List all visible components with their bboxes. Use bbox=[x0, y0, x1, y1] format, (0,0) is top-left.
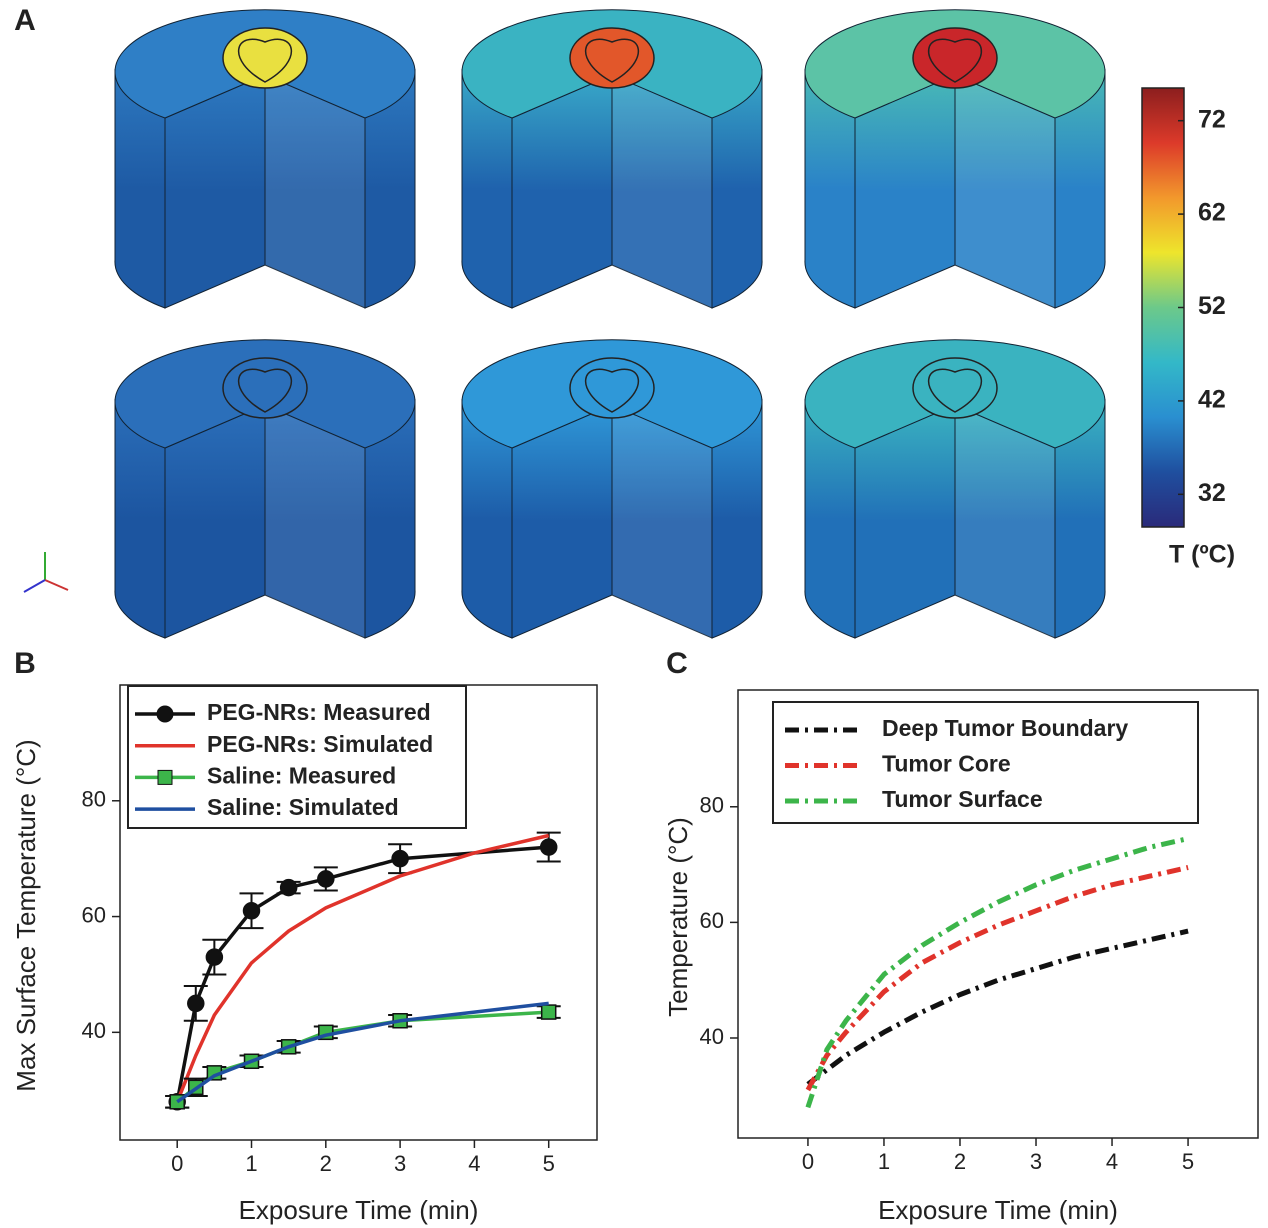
y-tick-label: 60 bbox=[82, 902, 106, 927]
series-line bbox=[806, 928, 1189, 1087]
panel-label: C bbox=[666, 647, 688, 680]
marker bbox=[279, 878, 298, 897]
marker bbox=[539, 838, 558, 856]
marker bbox=[242, 902, 261, 920]
legend-label: PEG-NRs: Measured bbox=[207, 699, 431, 725]
x-tick-label: 1 bbox=[878, 1149, 890, 1174]
tumor-outline bbox=[237, 368, 293, 413]
x-tick-label: 2 bbox=[954, 1149, 966, 1174]
cylinder bbox=[804, 339, 1106, 639]
x-tick-label: 4 bbox=[468, 1151, 480, 1176]
tumor bbox=[569, 27, 655, 89]
y-tick-label: 80 bbox=[700, 793, 724, 818]
series-line bbox=[176, 1010, 549, 1104]
colorbar-tick-label: 42 bbox=[1198, 386, 1226, 414]
plot-frame bbox=[737, 689, 1259, 1139]
legend-label: PEG-NRs: Simulated bbox=[207, 731, 433, 757]
colorbar-tick-label: 62 bbox=[1198, 199, 1226, 227]
legend-marker bbox=[157, 769, 173, 785]
cylinder bbox=[461, 339, 763, 639]
colorbar-tick-label: 32 bbox=[1198, 479, 1226, 507]
cylinder bbox=[461, 9, 763, 309]
legend-label: Tumor Surface bbox=[882, 786, 1043, 812]
tumor bbox=[912, 27, 998, 89]
x-axis-label: Exposure Time (min) bbox=[878, 1195, 1118, 1225]
series-line bbox=[175, 833, 550, 1103]
y-tick-label: 40 bbox=[82, 1018, 106, 1043]
tumor-outline bbox=[927, 38, 983, 83]
panel-label: B bbox=[14, 647, 36, 680]
series-line bbox=[175, 845, 549, 1103]
x-tick-label: 4 bbox=[1106, 1149, 1118, 1174]
x-tick-label: 2 bbox=[320, 1151, 332, 1176]
y-tick-label: 60 bbox=[700, 908, 724, 933]
x-tick-label: 5 bbox=[543, 1151, 555, 1176]
colorbar-tick-label: 72 bbox=[1198, 105, 1226, 133]
x-tick-label: 5 bbox=[1182, 1149, 1194, 1174]
x-tick-label: 1 bbox=[245, 1151, 257, 1176]
legend-label: Deep Tumor Boundary bbox=[882, 715, 1128, 741]
tumor bbox=[222, 357, 308, 419]
marker bbox=[187, 994, 205, 1013]
tumor-outline bbox=[584, 368, 640, 413]
series-line bbox=[805, 836, 1189, 1109]
axis-triad bbox=[23, 552, 69, 593]
legend-label: Saline: Simulated bbox=[207, 794, 399, 820]
legend-label: Tumor Core bbox=[882, 751, 1011, 777]
tumor-outline bbox=[927, 368, 983, 413]
tumor-outline bbox=[237, 38, 293, 83]
marker bbox=[391, 849, 409, 868]
x-tick-label: 3 bbox=[1030, 1149, 1042, 1174]
y-axis-label: Max Surface Temperature (°C) bbox=[11, 739, 41, 1091]
panel-label: A bbox=[14, 4, 36, 37]
marker bbox=[205, 948, 224, 966]
y-tick-label: 80 bbox=[82, 787, 106, 812]
legend-label: Saline: Measured bbox=[207, 762, 396, 788]
series-line bbox=[805, 865, 1189, 1092]
series-line bbox=[176, 1001, 549, 1104]
tumor bbox=[222, 27, 308, 89]
cylinder bbox=[804, 9, 1106, 309]
colorbar-tick-label: 52 bbox=[1198, 292, 1226, 320]
colorbar bbox=[1141, 87, 1185, 528]
tumor bbox=[569, 357, 655, 419]
marker bbox=[317, 870, 335, 888]
marker bbox=[540, 1004, 557, 1020]
simulation-renders bbox=[114, 9, 1106, 639]
x-tick-label: 3 bbox=[394, 1151, 406, 1176]
cylinder bbox=[114, 9, 416, 309]
y-axis-label: Temperature (°C) bbox=[663, 817, 693, 1017]
x-axis-label: Exposure Time (min) bbox=[239, 1195, 479, 1225]
colorbar-title: T (ºC) bbox=[1169, 541, 1235, 569]
x-tick-label: 0 bbox=[171, 1151, 183, 1176]
x-tick-label: 0 bbox=[802, 1149, 814, 1174]
legend-box bbox=[127, 685, 467, 829]
cylinder bbox=[114, 339, 416, 639]
legend-marker bbox=[156, 705, 174, 723]
tumor bbox=[912, 357, 998, 419]
y-tick-label: 40 bbox=[700, 1024, 724, 1049]
tumor-outline bbox=[584, 38, 640, 83]
